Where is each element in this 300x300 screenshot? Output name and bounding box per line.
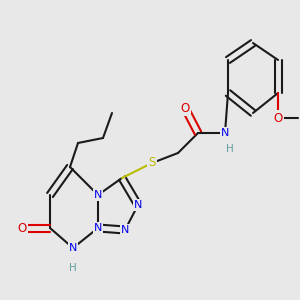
Text: N: N — [94, 190, 102, 200]
Text: N: N — [221, 128, 229, 138]
Text: N: N — [69, 243, 77, 253]
Text: H: H — [226, 144, 234, 154]
Text: O: O — [17, 221, 27, 235]
Text: N: N — [134, 200, 142, 210]
Text: O: O — [273, 112, 283, 124]
Text: O: O — [180, 101, 190, 115]
Text: H: H — [69, 263, 77, 273]
Text: N: N — [121, 225, 129, 235]
Text: S: S — [148, 157, 156, 169]
Text: N: N — [94, 223, 102, 233]
